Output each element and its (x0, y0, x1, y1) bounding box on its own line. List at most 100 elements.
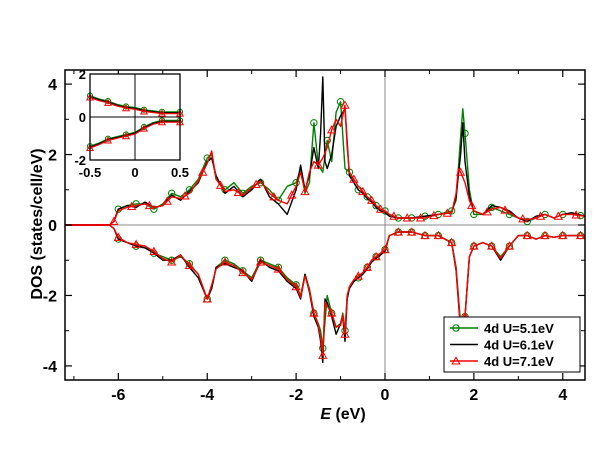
x-tick-label: 2 (469, 387, 478, 404)
inset-series-line-u61-down (89, 120, 180, 148)
data-point-u71-up (402, 213, 412, 222)
data-point-u51-up (487, 203, 496, 212)
data-point-u71-down (318, 350, 328, 359)
data-point-u71-down (380, 244, 390, 254)
data-point-u71-up (442, 208, 452, 217)
series-line-u71-down (65, 224, 585, 356)
data-point-u71-down (291, 281, 301, 291)
inset-series-line-u61-up (89, 96, 180, 114)
data-point-u71-down (220, 257, 230, 266)
data-point-u71-down (149, 246, 159, 255)
data-point-u71-up (300, 186, 310, 196)
x-axis-label-unit: (eV) (331, 406, 366, 423)
data-point-u71-up (482, 206, 492, 216)
data-point-u71-down (353, 271, 363, 280)
inset-data-point-u71-down (157, 117, 167, 126)
data-point-u71-up (535, 211, 546, 220)
data-point-u71-up (162, 196, 172, 205)
series-line-u51-up (65, 100, 586, 226)
x-tick-label: -6 (111, 387, 125, 404)
inset-x-tick-label: 0.5 (171, 165, 189, 180)
inset-y-tick-label: 2 (79, 67, 86, 82)
data-point-u71-down (131, 239, 141, 248)
data-point-u71-down (327, 308, 337, 317)
data-point-u51-up (336, 98, 345, 106)
data-point-u71-up (269, 191, 279, 201)
data-point-u71-up (518, 214, 528, 223)
y-tick-label: 4 (48, 77, 57, 94)
data-point-u71-down (504, 241, 515, 250)
x-tick-label: 4 (558, 387, 567, 404)
legend-label-u51: 4d U=5.1eV (484, 321, 554, 336)
legend-label-u71: 4d U=7.1eV (484, 354, 554, 369)
data-point-u71-down (393, 227, 403, 236)
data-point-u71-down (487, 241, 497, 250)
data-point-u71-down (167, 257, 177, 266)
inset-x-tick-label: 0 (131, 165, 138, 180)
data-point-u71-up (198, 167, 208, 176)
y-axis-label: DOS (states/cell/eV) (29, 148, 46, 299)
data-point-u71-down (433, 230, 443, 240)
data-point-u71-up (389, 211, 399, 220)
x-tick-label: 0 (381, 387, 390, 404)
inset-data-point-u71-up (103, 98, 113, 106)
inset-data-point-u71-up (121, 103, 131, 112)
data-point-u71-down (575, 230, 586, 240)
data-point-u71-down (447, 237, 457, 247)
inset-series-line-u71-up (89, 96, 180, 115)
inset-y-tick-label: 0 (79, 110, 86, 125)
data-point-u71-down (340, 329, 350, 338)
legend-marker-u51 (452, 324, 460, 332)
inset-data-point-u71-down (139, 124, 149, 132)
data-point-u71-up (287, 190, 297, 199)
y-tick-label: 2 (48, 148, 57, 165)
data-point-u71-up (349, 174, 359, 183)
data-point-u71-down (420, 230, 430, 240)
data-point-u71-up (340, 100, 350, 109)
data-point-u71-down (273, 264, 283, 273)
series-line-u71-up (65, 104, 586, 226)
data-point-u71-down (309, 308, 319, 317)
x-tick-label: -2 (289, 387, 303, 404)
data-point-u71-down (540, 230, 550, 240)
x-axis-label: E (eV) (320, 406, 365, 423)
data-point-u71-down (184, 260, 195, 270)
data-point-u71-up (127, 201, 137, 211)
data-point-u71-down (522, 230, 532, 240)
legend-marker-u71 (451, 356, 461, 365)
inset-data-point-u71-up (139, 107, 149, 115)
x-tick-label: -4 (200, 387, 214, 404)
inset-data-point-u71-up (157, 109, 167, 117)
data-point-u71-up (180, 191, 190, 200)
inset-data-point-u51-down (158, 117, 166, 124)
data-point-u71-up (571, 210, 581, 219)
data-point-u71-up (500, 205, 510, 214)
data-point-u71-up (415, 213, 426, 222)
data-point-u71-down (238, 267, 248, 277)
data-point-u71-up (467, 200, 477, 210)
data-point-u71-down (362, 262, 372, 271)
data-point-u51-up (372, 201, 380, 210)
data-point-u71-down (558, 230, 568, 240)
inset-y-tick-label: -2 (74, 153, 86, 168)
data-point-u71-up (251, 179, 261, 189)
data-point-u51-up (310, 119, 318, 127)
data-point-u71-up (233, 187, 243, 196)
data-point-u71-down (407, 227, 417, 236)
data-point-u71-up (455, 167, 466, 176)
inset-x-tick-label: -0.5 (79, 165, 101, 180)
y-tick-label: -4 (43, 359, 57, 376)
data-point-u71-up (358, 186, 368, 196)
data-point-u71-up (215, 180, 226, 189)
x-axis-label-symbol: E (320, 406, 332, 423)
y-tick-label: -2 (43, 288, 57, 305)
data-point-u71-up (313, 160, 323, 169)
data-point-u71-up (144, 200, 155, 210)
data-point-u71-down (469, 241, 479, 250)
data-point-u51-up (363, 193, 371, 201)
inset-data-point-u71-down (103, 136, 113, 144)
inset-data-point-u71-down (121, 131, 131, 140)
